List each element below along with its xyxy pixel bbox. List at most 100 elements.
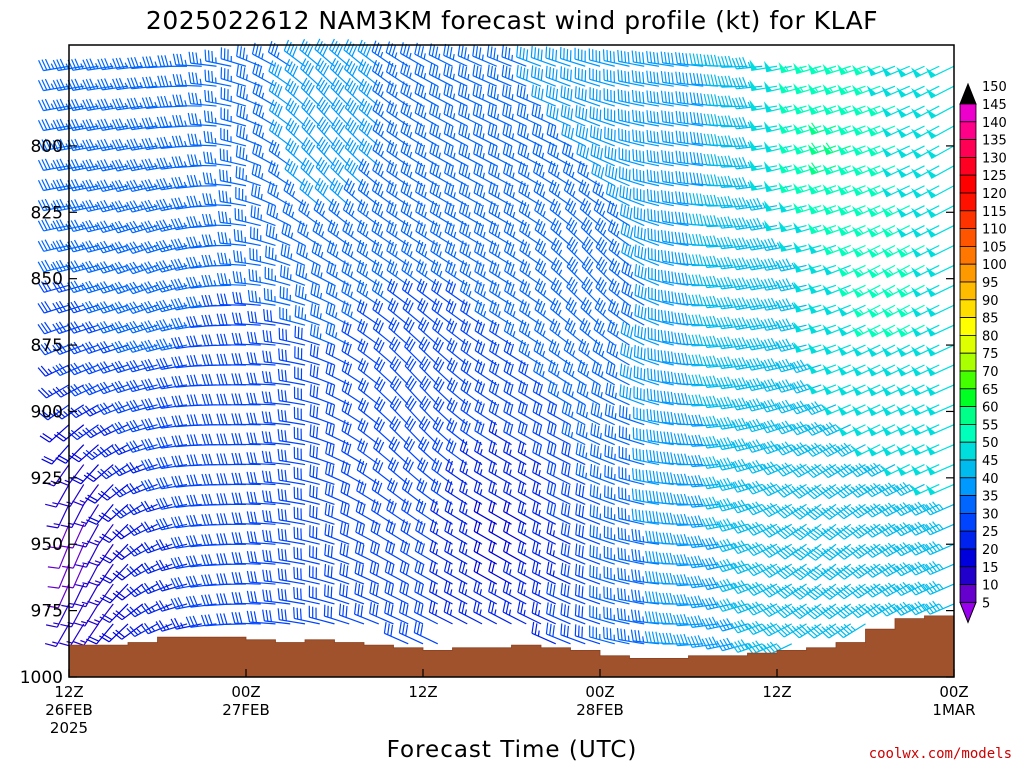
barb-feather xyxy=(99,425,109,435)
barb-feather xyxy=(85,58,92,70)
barb-feather xyxy=(277,508,280,520)
barb-feather xyxy=(203,110,207,122)
barb-feather xyxy=(82,180,89,192)
barb-half-feather xyxy=(168,244,173,250)
barb-feather xyxy=(70,99,77,111)
barb-staff xyxy=(161,284,188,293)
wind-barb xyxy=(96,159,129,172)
barb-feather xyxy=(189,555,195,567)
barb-feather xyxy=(114,341,122,353)
barb-feather xyxy=(41,99,48,111)
wind-barb xyxy=(294,305,320,326)
barb-feather xyxy=(147,320,155,331)
barb-feather xyxy=(288,204,293,216)
barb-half-feather xyxy=(497,172,500,179)
wind-barb xyxy=(501,84,527,107)
wind-barb xyxy=(155,579,188,592)
barb-half-feather xyxy=(275,212,279,219)
barb-feather xyxy=(172,73,177,86)
barb-feather xyxy=(59,239,66,251)
barb-feather xyxy=(178,475,184,487)
wind-barb xyxy=(37,98,70,112)
barb-feather xyxy=(130,57,136,69)
barb-feather xyxy=(267,41,273,53)
barb-feather xyxy=(160,75,166,87)
barb-feather xyxy=(254,185,258,197)
barb-feather xyxy=(56,179,63,191)
barb-feather xyxy=(208,574,213,586)
barb-feather xyxy=(421,184,426,196)
barb-feather xyxy=(207,50,210,62)
barb-staff xyxy=(458,133,483,147)
barb-feather xyxy=(174,617,181,629)
barb-feather xyxy=(216,573,221,585)
barb-feather xyxy=(405,563,410,576)
barb-feather xyxy=(509,363,514,376)
barb-feather xyxy=(89,138,96,150)
barb-half-feather xyxy=(80,143,84,149)
barb-feather xyxy=(73,321,81,332)
barb-feather xyxy=(155,220,163,232)
barb-half-feather xyxy=(94,224,99,230)
barb-feather xyxy=(506,422,511,434)
wind-barb xyxy=(126,523,158,537)
barb-half-feather xyxy=(482,93,485,100)
barb-half-feather xyxy=(81,542,88,545)
barb-feather xyxy=(53,410,63,420)
barb-half-feather xyxy=(213,260,217,266)
barb-feather xyxy=(465,244,470,256)
barb-staff xyxy=(84,603,100,627)
barb-feather xyxy=(174,395,180,407)
barb-staff xyxy=(58,185,84,192)
barb-feather xyxy=(494,403,500,415)
barb-feather xyxy=(494,204,499,217)
barb-feather xyxy=(115,629,125,638)
barb-feather xyxy=(96,242,104,254)
barb-feather xyxy=(201,354,206,366)
barb-feather xyxy=(84,497,96,504)
barb-feather xyxy=(493,126,498,138)
barb-half-feather xyxy=(124,324,129,331)
barb-half-feather xyxy=(52,641,58,644)
barb-feather xyxy=(96,405,105,415)
barb-half-feather xyxy=(63,410,69,416)
barb-half-feather xyxy=(80,183,84,189)
wind-barb xyxy=(86,523,114,546)
barb-feather xyxy=(126,547,135,557)
barb-feather xyxy=(293,566,295,579)
barb-feather xyxy=(310,303,313,315)
barb-feather xyxy=(287,225,292,237)
barb-feather xyxy=(252,142,256,154)
barb-half-feather xyxy=(168,162,173,169)
barb-feather xyxy=(431,64,436,77)
barb-half-feather xyxy=(467,172,471,179)
barb-feather xyxy=(100,180,107,191)
wind-barb xyxy=(263,288,291,306)
barb-feather xyxy=(234,612,239,624)
barb-feather xyxy=(216,393,221,405)
barb-feather xyxy=(258,145,262,157)
barb-feather xyxy=(236,84,240,96)
barb-feather xyxy=(277,368,280,381)
barb-feather xyxy=(194,154,199,166)
barb-half-feather xyxy=(394,91,398,98)
barb-feather xyxy=(250,352,254,364)
barb-feather xyxy=(325,401,329,414)
barb-feather xyxy=(446,124,451,136)
barb-staff xyxy=(458,94,483,107)
barb-feather xyxy=(301,307,304,319)
barb-half-feather xyxy=(464,589,468,596)
wind-barb xyxy=(111,281,143,295)
barb-feather xyxy=(85,179,92,191)
barb-feather xyxy=(87,581,99,587)
barb-feather xyxy=(216,613,221,625)
barb-feather xyxy=(249,432,254,444)
barb-feather xyxy=(449,125,454,138)
barb-feather xyxy=(144,221,152,232)
barb-feather xyxy=(103,138,110,150)
barb-feather xyxy=(155,621,163,632)
wind-barb xyxy=(45,484,70,508)
barb-staff xyxy=(57,125,84,132)
barb-half-feather xyxy=(424,270,428,277)
barb-half-feather xyxy=(424,251,428,257)
